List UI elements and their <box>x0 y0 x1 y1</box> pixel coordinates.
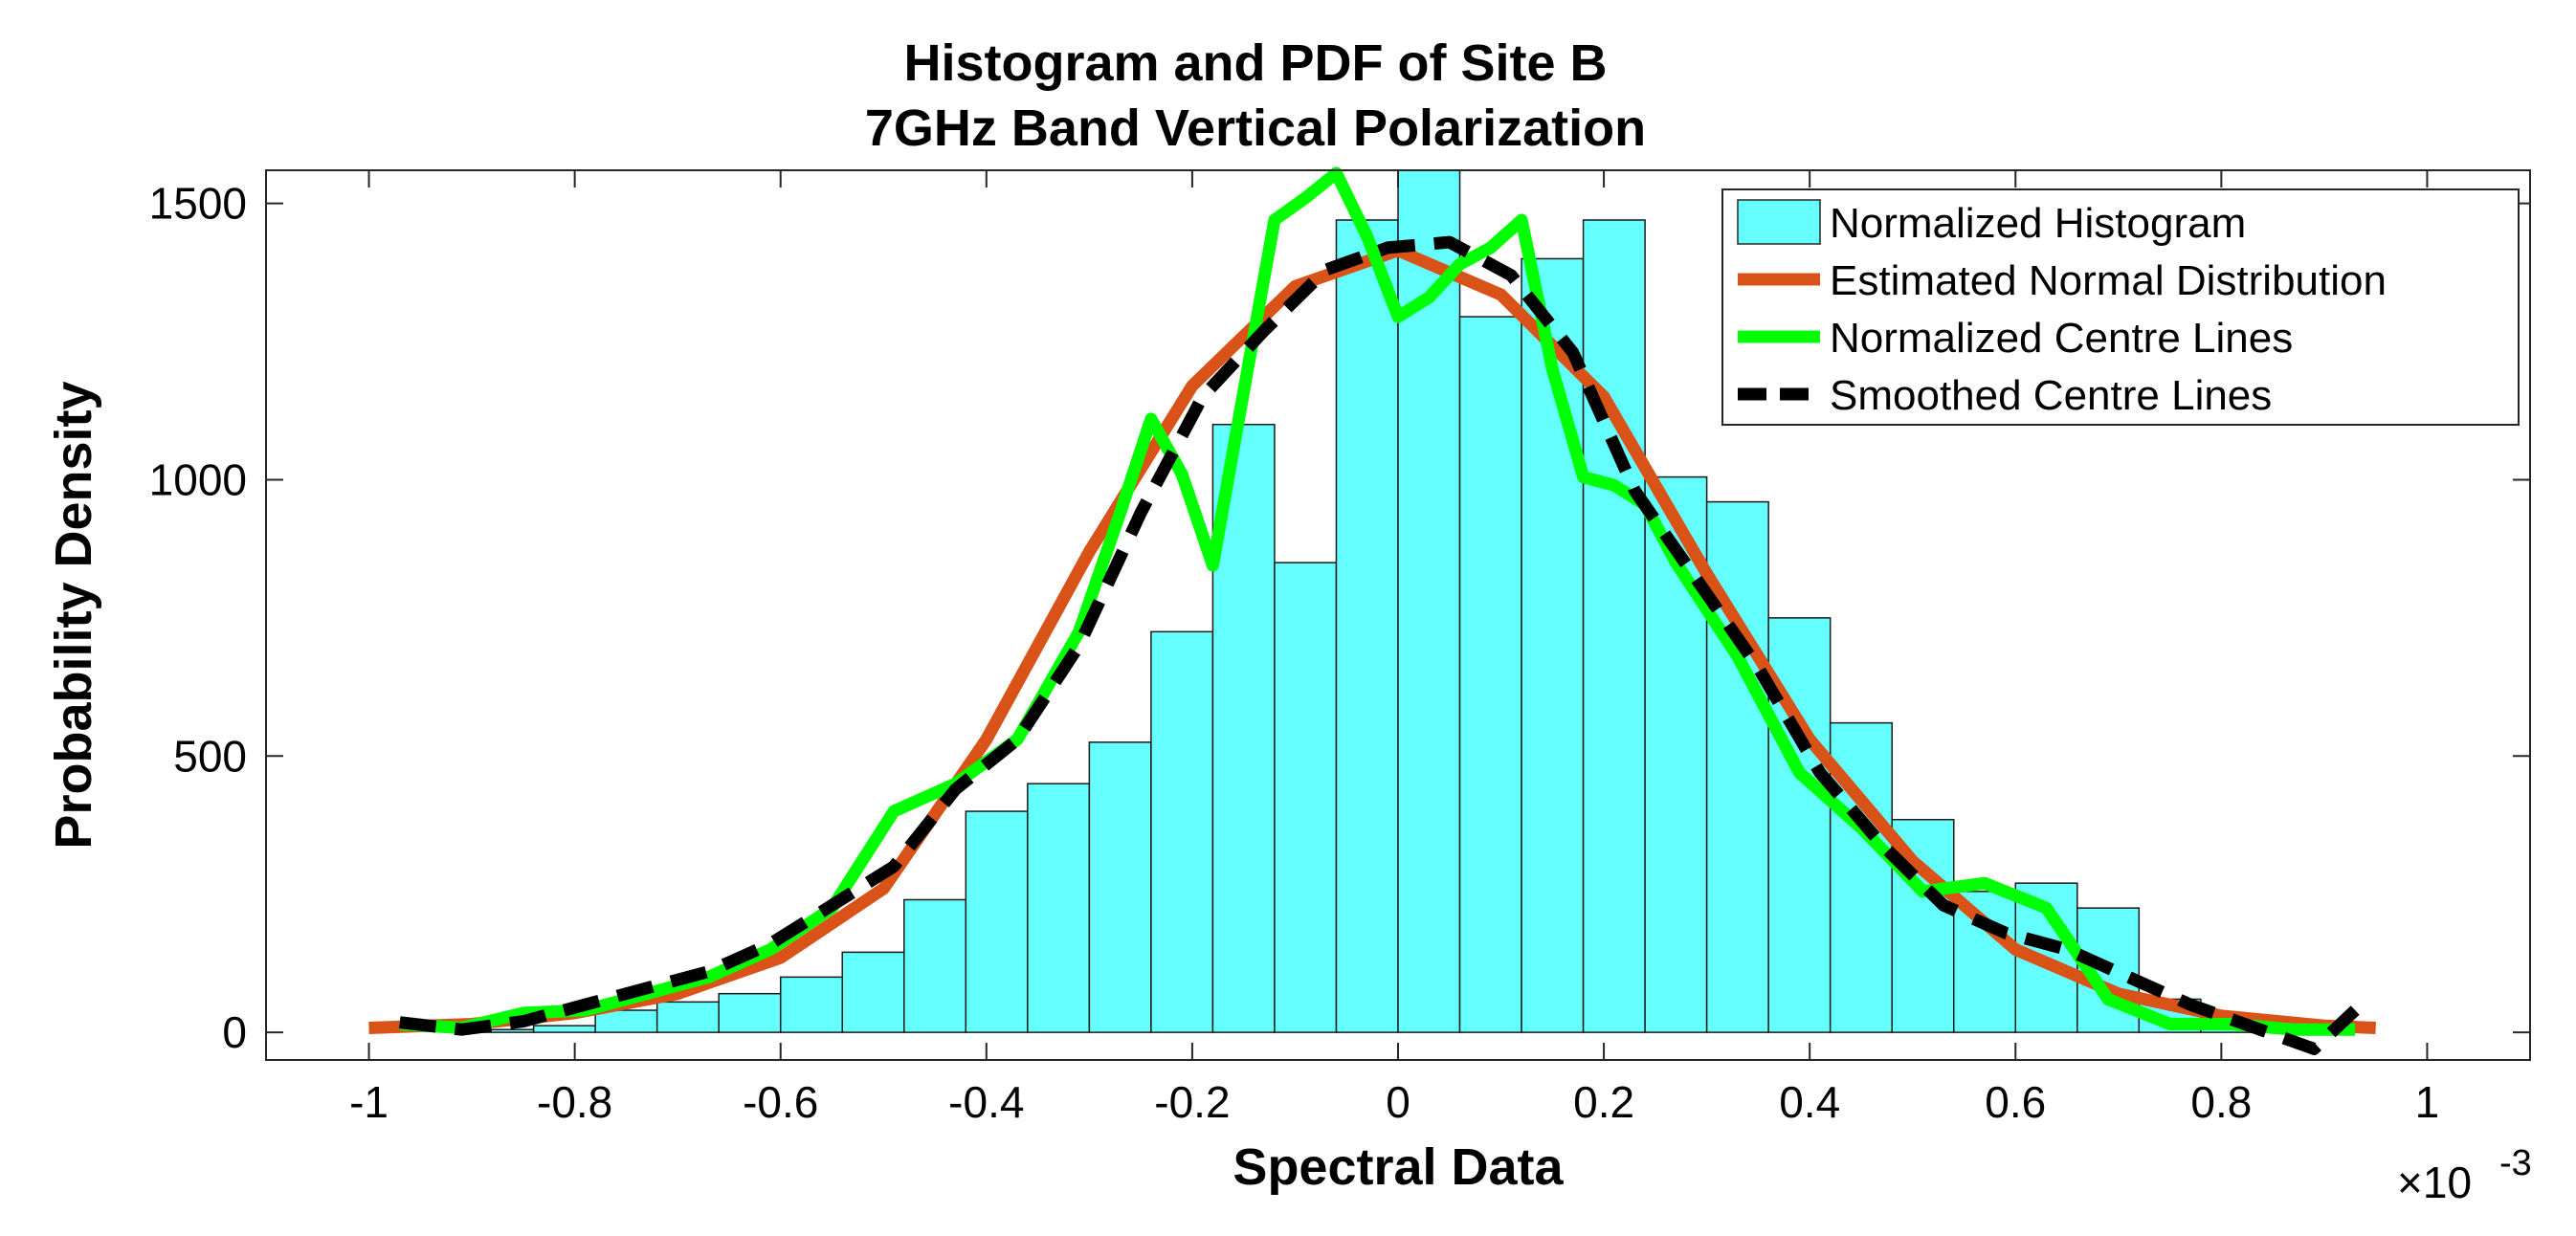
y-tick-label: 500 <box>173 731 247 781</box>
chart-title-line1: Histogram and PDF of Site B <box>903 34 1607 92</box>
histogram-bar <box>1027 783 1091 1033</box>
x-tick-label: -0.8 <box>537 1077 612 1127</box>
legend: Normalized Histogram Estimated Normal Di… <box>1721 188 2520 426</box>
histogram-bar <box>1458 316 1522 1033</box>
histogram-bar <box>965 810 1029 1033</box>
histogram-bar <box>1335 219 1399 1033</box>
legend-label-smoothed: Smoothed Centre Lines <box>1830 372 2272 419</box>
histogram-bar <box>1150 630 1214 1033</box>
legend-label-normal: Estimated Normal Distribution <box>1830 257 2387 304</box>
y-tick-label: 0 <box>222 1007 247 1057</box>
histogram-bar <box>1088 741 1152 1033</box>
x-tick-label: 0.2 <box>1573 1077 1634 1127</box>
histogram-bar <box>718 992 782 1033</box>
y-axis-label: Probability Density <box>45 381 102 849</box>
axis-ticks <box>266 170 2530 1060</box>
legend-swatch-histogram <box>1737 199 1821 245</box>
legend-label-histogram: Normalized Histogram <box>1830 200 2246 247</box>
series-lines <box>368 166 2376 1055</box>
x-tick-label: -1 <box>349 1077 389 1127</box>
x-exponent-power: -3 <box>2499 1143 2532 1183</box>
histogram-bar <box>1582 219 1646 1033</box>
x-axis-label: Spectral Data <box>1232 1138 1564 1196</box>
legend-label-centre: Normalized Centre Lines <box>1830 315 2293 362</box>
smoothed-centre-line <box>399 235 2360 1055</box>
histogram-bar <box>655 1001 720 1033</box>
histogram-bar <box>841 951 905 1033</box>
histogram-bar <box>532 1025 596 1033</box>
x-tick-labels: -1 -0.8 -0.6 -0.4 -0.2 0 0.2 0.4 0.6 0.8 1 <box>349 1077 2439 1127</box>
x-tick-label: -0.6 <box>743 1077 818 1127</box>
x-tick-label: 0.6 <box>1985 1077 2046 1127</box>
histogram-bar <box>903 898 967 1033</box>
x-tick-label: -0.4 <box>948 1077 1024 1127</box>
x-tick-label: -0.2 <box>1154 1077 1230 1127</box>
y-tick-label: 1500 <box>149 179 247 229</box>
histogram-bar <box>779 976 844 1033</box>
x-tick-label: 1 <box>2415 1077 2440 1127</box>
y-tick-label: 1000 <box>149 454 247 504</box>
histogram-bar <box>1274 562 1338 1033</box>
x-tick-label: 0.4 <box>1779 1077 1840 1127</box>
legend-box <box>1721 188 2520 426</box>
chart-title-line2: 7GHz Band Vertical Polarization <box>865 99 1646 157</box>
histogram-bar <box>1952 891 2017 1033</box>
y-tick-labels: 0 500 1000 1500 <box>149 179 247 1057</box>
x-tick-label: 0 <box>1386 1077 1410 1127</box>
x-tick-label: 0.8 <box>2190 1077 2252 1127</box>
x-exponent-base: ×10 <box>2397 1158 2472 1207</box>
